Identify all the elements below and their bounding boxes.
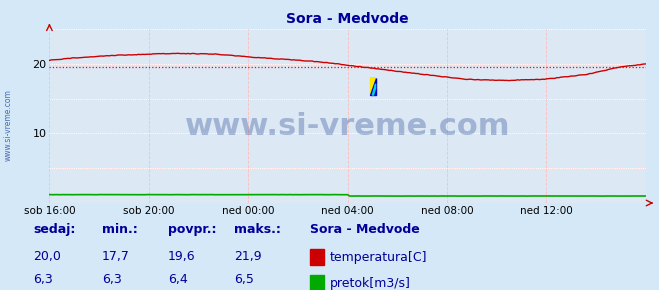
Polygon shape [370,78,376,95]
Text: 19,6: 19,6 [168,250,196,262]
Text: 6,4: 6,4 [168,273,188,286]
Text: 20,0: 20,0 [33,250,61,262]
Text: 6,3: 6,3 [33,273,53,286]
Text: 6,3: 6,3 [102,273,122,286]
Text: min.:: min.: [102,224,138,236]
Text: sedaj:: sedaj: [33,224,75,236]
Text: povpr.:: povpr.: [168,224,217,236]
Text: www.si-vreme.com: www.si-vreme.com [185,112,510,141]
Text: Sora - Medvode: Sora - Medvode [310,224,420,236]
Text: www.si-vreme.com: www.si-vreme.com [3,89,13,161]
Text: temperatura[C]: temperatura[C] [330,251,427,264]
Text: 21,9: 21,9 [234,250,262,262]
Text: 6,5: 6,5 [234,273,254,286]
Title: Sora - Medvode: Sora - Medvode [286,12,409,26]
Polygon shape [370,78,376,95]
Polygon shape [372,84,376,95]
Text: 17,7: 17,7 [102,250,130,262]
Text: maks.:: maks.: [234,224,281,236]
Text: pretok[m3/s]: pretok[m3/s] [330,277,411,290]
